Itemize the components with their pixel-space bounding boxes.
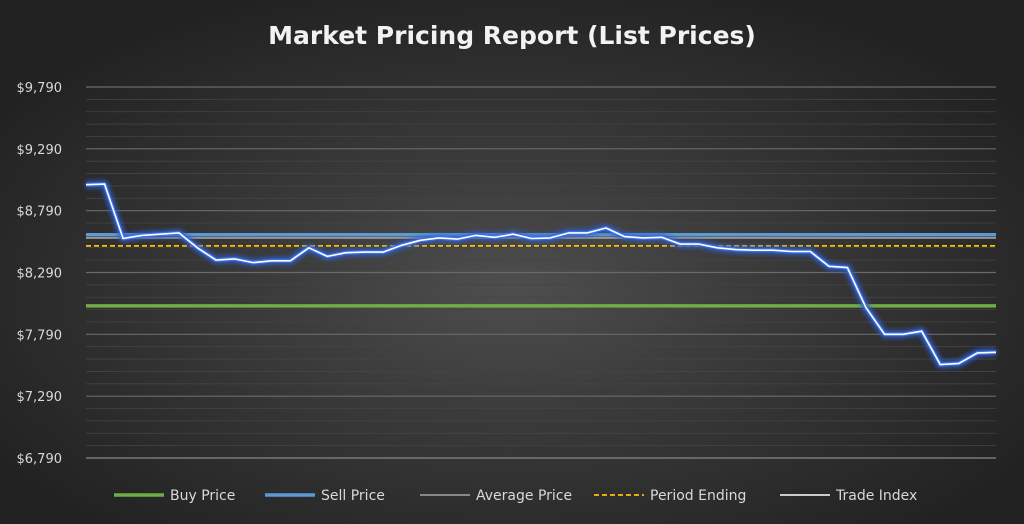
chart-title: Market Pricing Report (List Prices) bbox=[268, 21, 756, 50]
y-tick-label: $9,290 bbox=[17, 143, 63, 158]
trade-index-line bbox=[85, 183, 997, 366]
y-tick-label: $6,790 bbox=[17, 452, 63, 467]
legend-label-buy-price: Buy Price bbox=[170, 488, 235, 504]
gridlines bbox=[86, 86, 996, 459]
y-axis-ticks: $6,790 $7,290 $7,790 $8,290 $8,790 $9,290 $9,7… bbox=[17, 81, 63, 467]
y-tick-label: $8,290 bbox=[17, 267, 63, 282]
legend-label-trade-index: Trade Index bbox=[835, 488, 917, 504]
legend-label-sell-price: Sell Price bbox=[321, 488, 385, 504]
y-tick-label: $7,290 bbox=[17, 390, 63, 405]
y-tick-label: $9,790 bbox=[17, 81, 63, 96]
legend-label-period-ending: Period Ending bbox=[650, 488, 746, 504]
y-tick-label: $7,790 bbox=[17, 328, 63, 343]
series-layer bbox=[85, 180, 997, 369]
legend-label-average-price: Average Price bbox=[476, 488, 572, 504]
legend: Buy Price Sell Price Average Price Period E… bbox=[114, 488, 917, 504]
y-tick-label: $8,790 bbox=[17, 205, 63, 220]
